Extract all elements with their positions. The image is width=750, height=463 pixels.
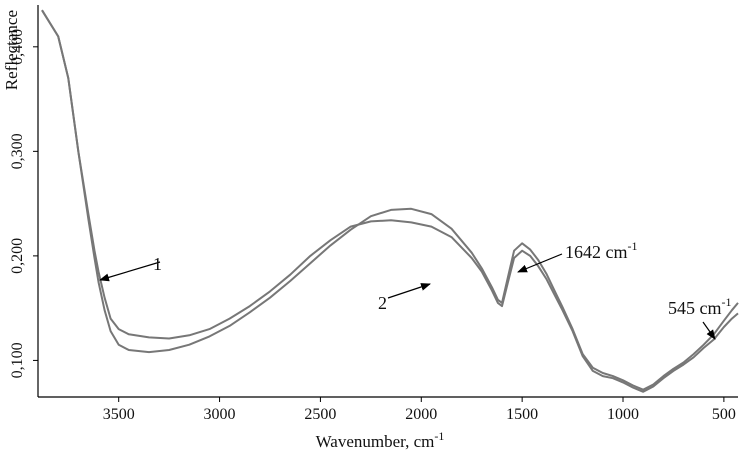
x-tick-label: 2000 xyxy=(405,406,437,423)
series-layer xyxy=(41,9,739,393)
annotation-arrow xyxy=(387,283,431,299)
series-2-line xyxy=(41,9,739,391)
x-tick-label: 3000 xyxy=(204,406,236,423)
x-tick-label: 2500 xyxy=(304,406,336,423)
annotation-label: 1642 cm-1 xyxy=(565,239,638,262)
plot-frame xyxy=(37,5,738,398)
y-tick-label: 0,300 xyxy=(9,133,26,169)
y-tick-label: 0,400 xyxy=(9,29,26,65)
x-axis-title-sup: -1 xyxy=(434,429,444,443)
series-1-line xyxy=(41,9,739,393)
y-axis-title: Reflectance xyxy=(2,10,21,90)
annotation-layer: 1 2 1642 cm-1 545 cm-1 xyxy=(99,239,732,340)
annotation-label: 545 cm-1 xyxy=(668,295,732,318)
annotation-label: 1 xyxy=(153,254,162,274)
annotation-arrow xyxy=(517,253,563,273)
x-tick-label: 1000 xyxy=(607,406,639,423)
y-tick-label: 0,200 xyxy=(9,238,26,274)
annotation-arrow xyxy=(702,321,716,340)
x-tick-label: 3500 xyxy=(103,406,135,423)
x-ticks: 3500 3000 2500 2000 1500 1000 500 xyxy=(103,397,736,423)
y-tick-label: 0,100 xyxy=(9,342,26,378)
annotation-arrow xyxy=(99,261,161,282)
x-tick-label: 1500 xyxy=(506,406,538,423)
x-axis-title-main: Wavenumber, cm xyxy=(316,432,435,451)
y-ticks: 0,100 0,200 0,300 0,400 xyxy=(9,29,38,378)
x-tick-label: 500 xyxy=(712,406,736,423)
x-axis-title: Wavenumber, cm-1 xyxy=(316,429,445,451)
annotation-label: 2 xyxy=(378,293,387,313)
